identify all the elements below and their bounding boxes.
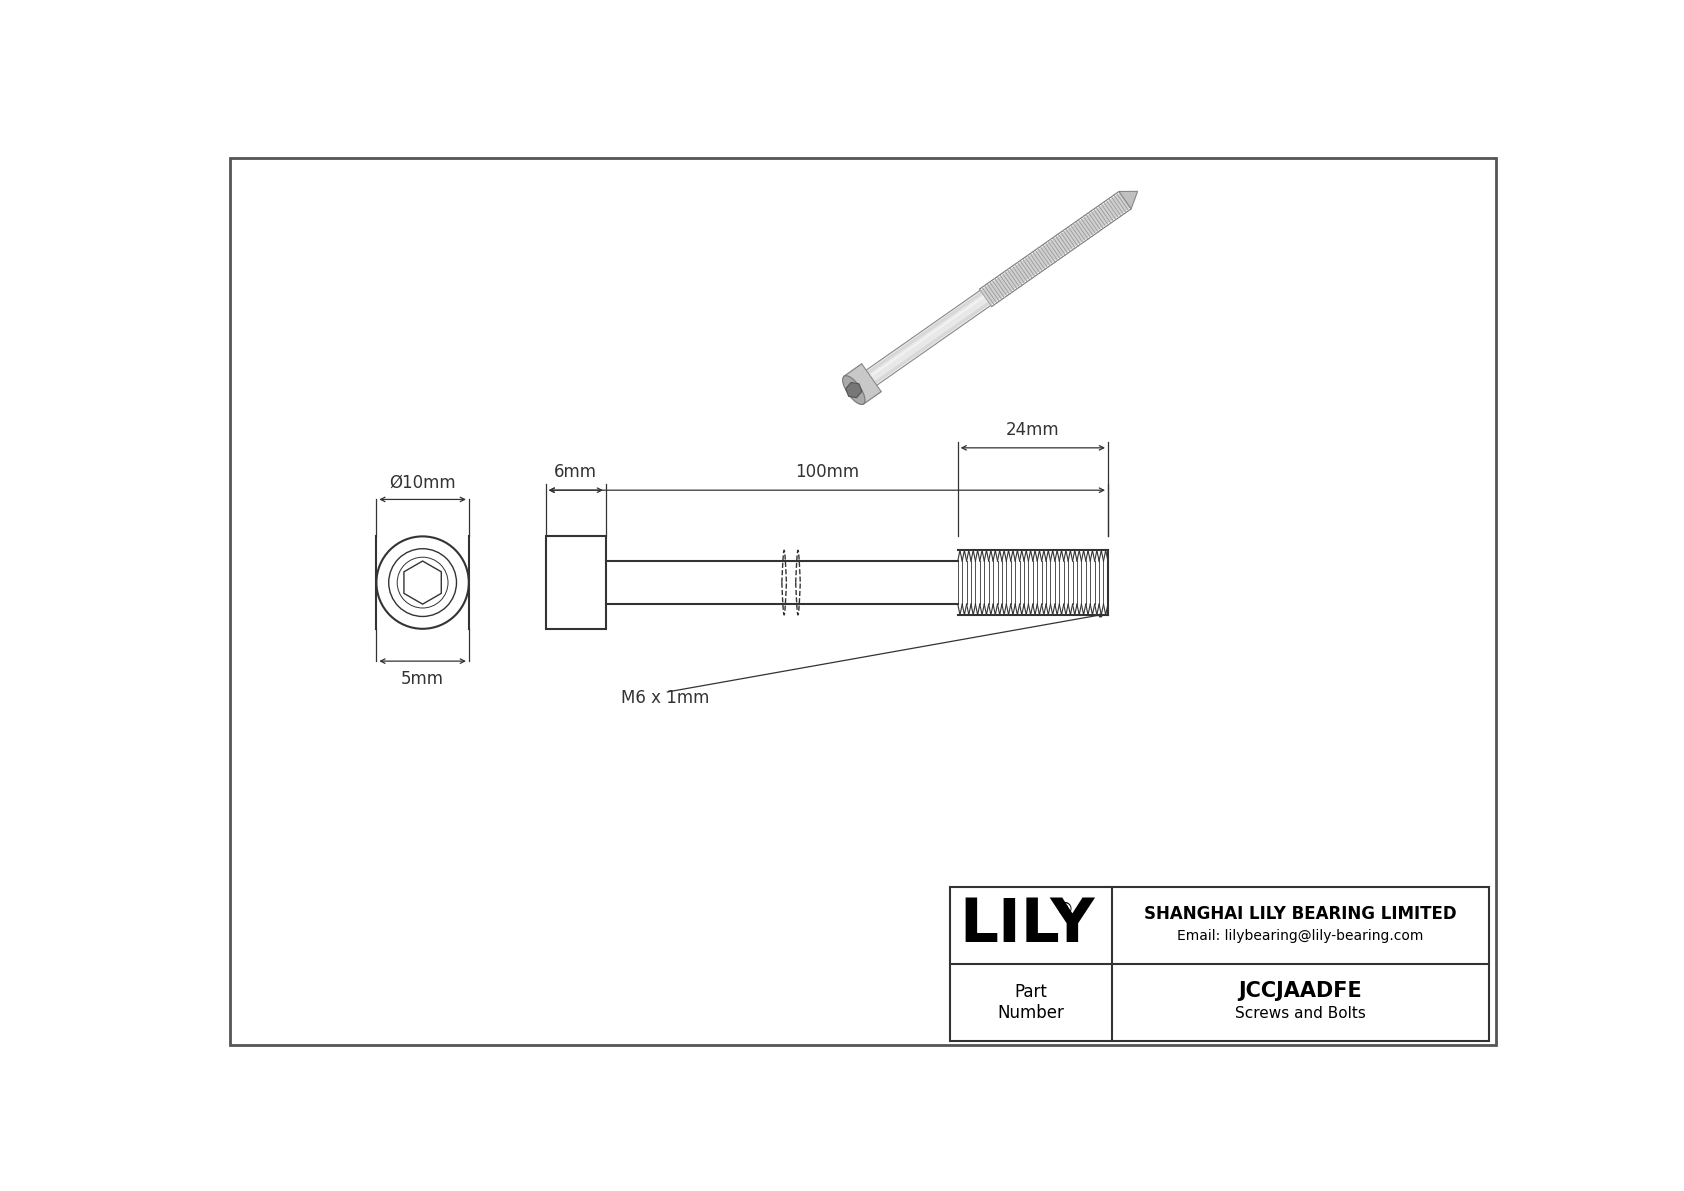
Text: ®: ®: [1056, 900, 1074, 918]
Text: LILY: LILY: [960, 896, 1095, 955]
Polygon shape: [980, 193, 1130, 305]
Polygon shape: [844, 363, 881, 404]
Text: SHANGHAI LILY BEARING LIMITED: SHANGHAI LILY BEARING LIMITED: [1143, 905, 1457, 923]
Bar: [546, 536, 606, 629]
Polygon shape: [869, 294, 989, 381]
Text: Email: lilybearing@lily-bearing.com: Email: lilybearing@lily-bearing.com: [1177, 929, 1423, 943]
Polygon shape: [871, 295, 985, 378]
Text: M6 x 1mm: M6 x 1mm: [621, 690, 709, 707]
Text: Screws and Bolts: Screws and Bolts: [1234, 1005, 1366, 1021]
Text: Ø10mm: Ø10mm: [389, 474, 456, 492]
Text: 24mm: 24mm: [1005, 420, 1059, 438]
Text: 100mm: 100mm: [795, 463, 859, 481]
Text: 5mm: 5mm: [401, 671, 445, 688]
Polygon shape: [867, 292, 990, 385]
Text: 6mm: 6mm: [554, 463, 598, 481]
Text: Part
Number: Part Number: [997, 983, 1064, 1022]
Ellipse shape: [842, 375, 866, 405]
Polygon shape: [866, 291, 990, 386]
Text: JCCJAADFE: JCCJAADFE: [1238, 981, 1362, 1002]
Polygon shape: [845, 382, 862, 398]
Polygon shape: [1118, 192, 1138, 208]
Bar: [950, 887, 1489, 1041]
